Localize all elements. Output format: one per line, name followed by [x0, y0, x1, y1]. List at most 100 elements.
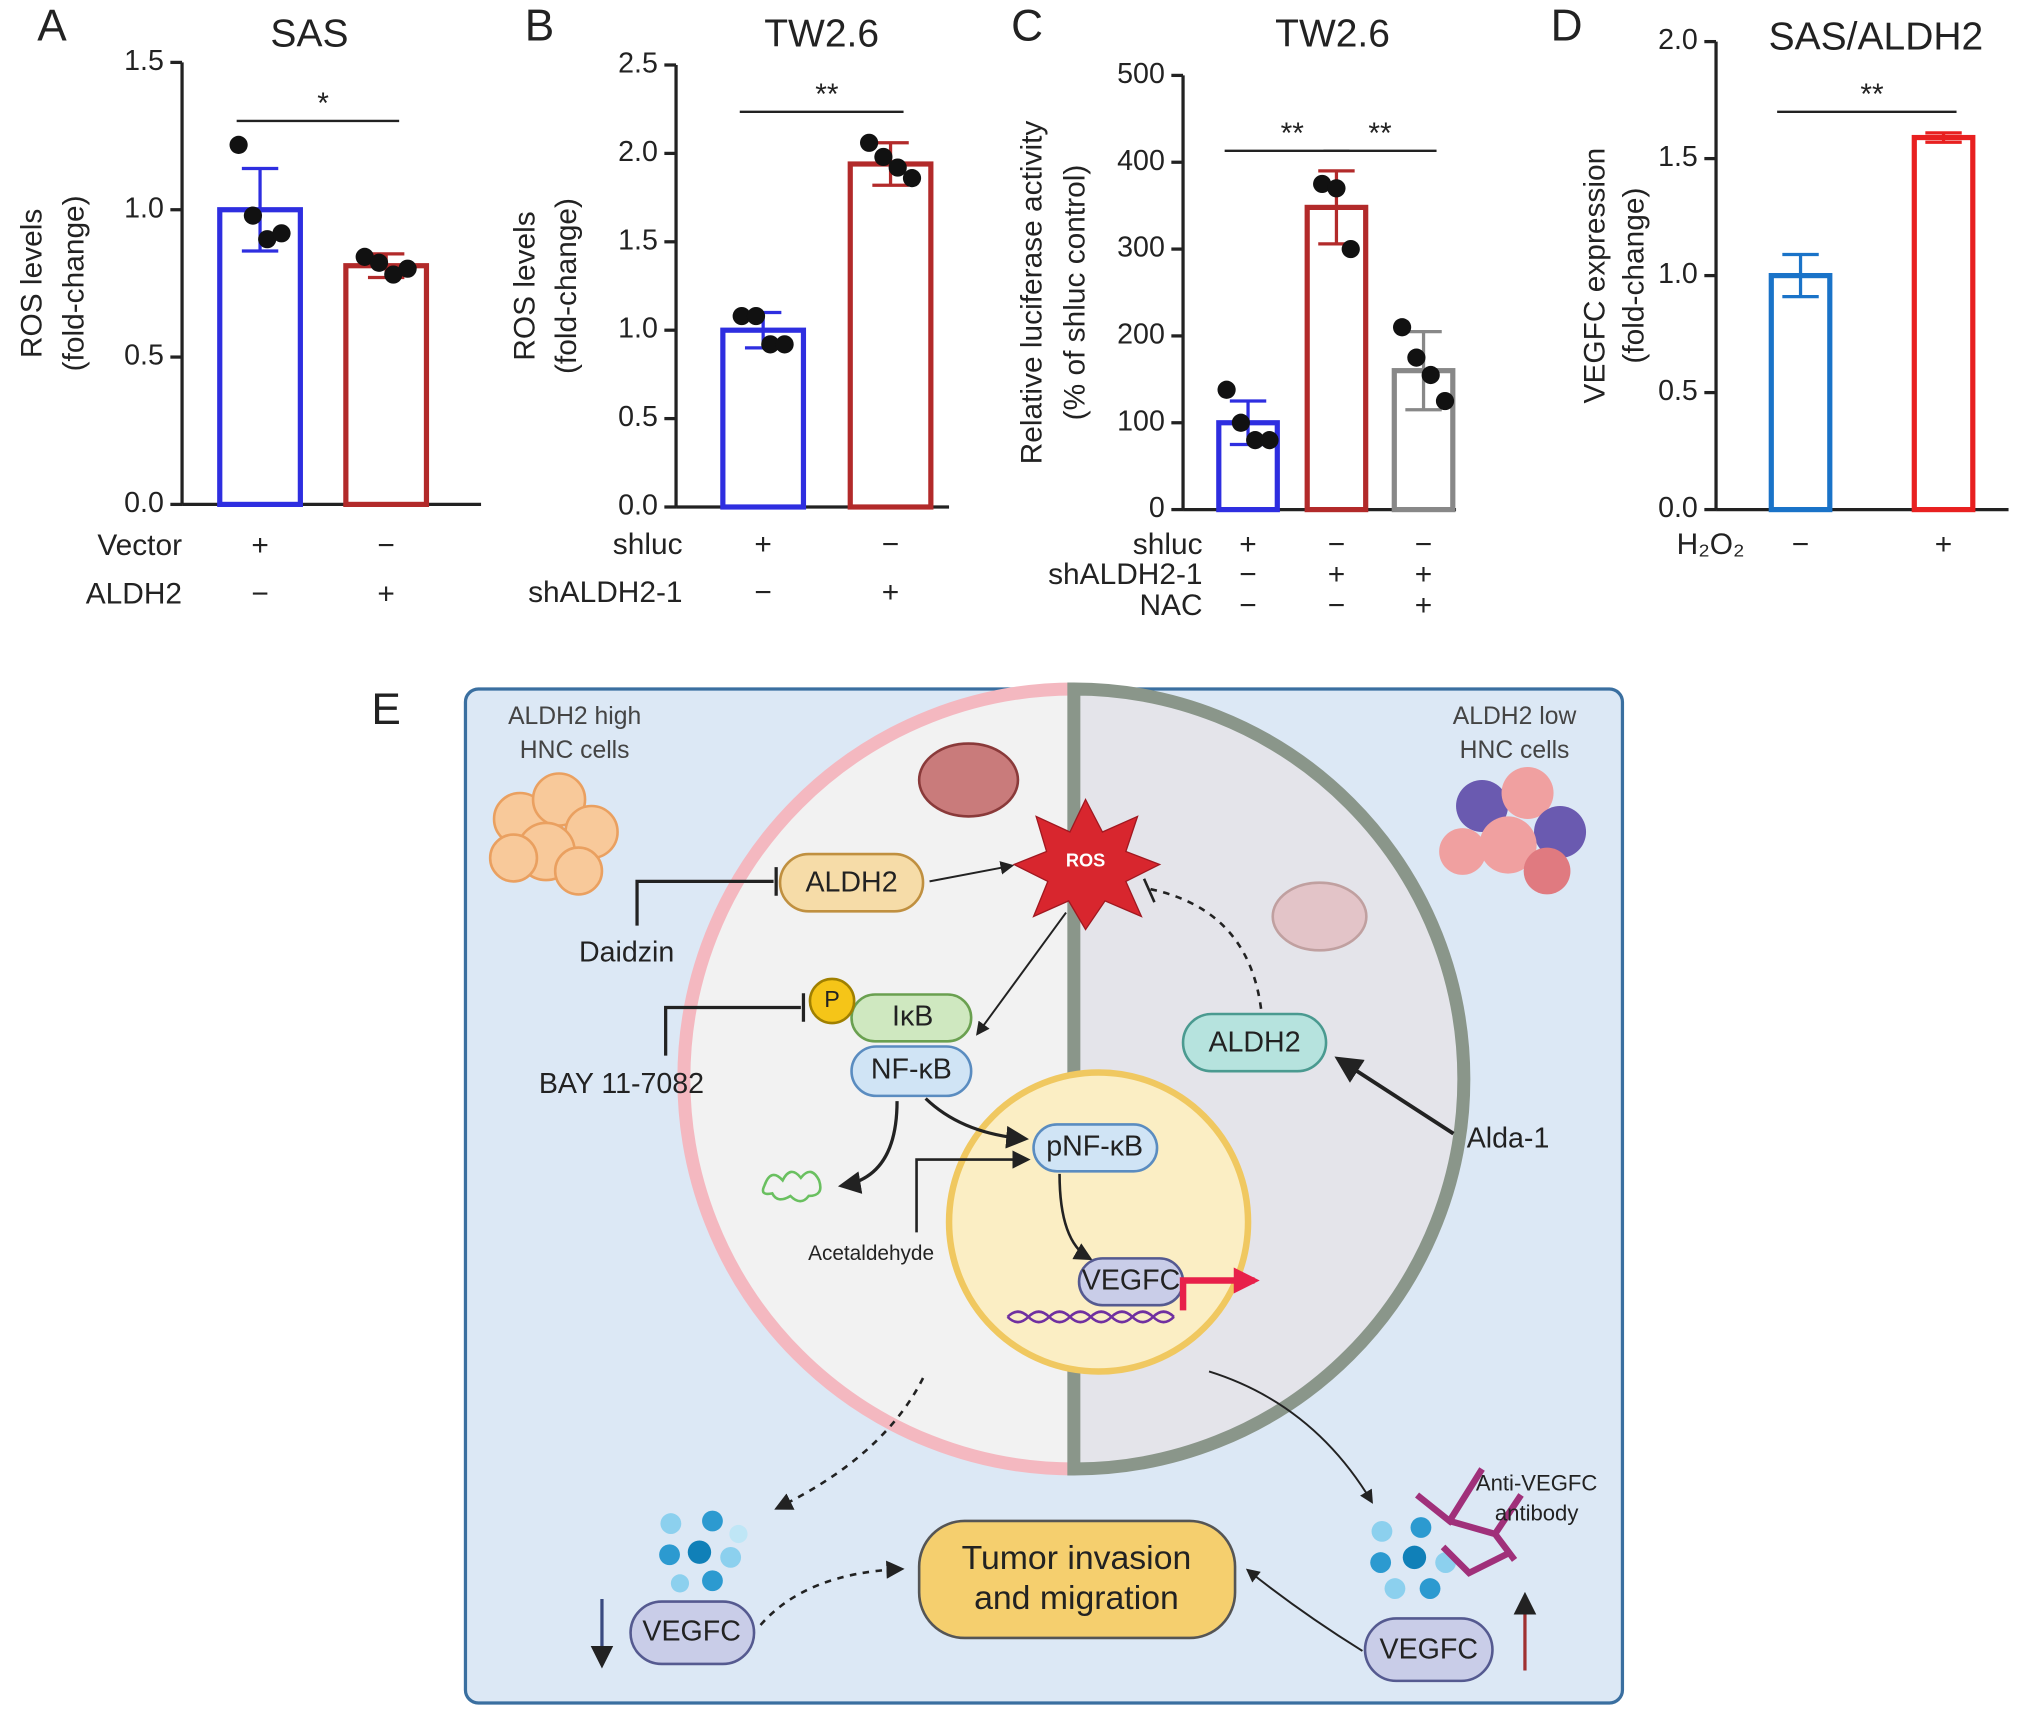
data-point	[1246, 431, 1265, 450]
y-tick-label: 0	[1149, 492, 1165, 524]
condition-mark: +	[882, 576, 899, 609]
panel-letter: C	[1011, 1, 1043, 50]
data-point	[258, 230, 277, 249]
data-point	[1421, 365, 1440, 385]
bar	[343, 263, 430, 507]
nucleus	[945, 1069, 1252, 1375]
data-point	[1260, 431, 1279, 450]
y-axis-label: (fold-change)	[1617, 188, 1650, 364]
node-label: P	[824, 986, 840, 1012]
y-tick-label: 0.0	[618, 490, 658, 522]
cell-label: HNC cells	[1460, 737, 1570, 764]
error-bar	[1925, 131, 1962, 144]
significance-label: **	[1281, 117, 1305, 150]
y-tick-label: 100	[1117, 405, 1165, 437]
node-label: ALDH2	[805, 867, 897, 899]
condition-mark: +	[251, 529, 268, 562]
data-point	[369, 253, 389, 272]
y-tick-label: 1.0	[124, 192, 164, 224]
y-tick-label: 1.5	[124, 45, 164, 77]
y-tick-label: 1.0	[1658, 258, 1698, 290]
condition-label: shALDH2-1	[528, 576, 682, 609]
data-point	[355, 247, 374, 266]
chart-title: SAS/ALDH2	[1769, 15, 1984, 58]
data-point	[384, 265, 403, 284]
node-label: VEGFC	[1380, 1634, 1478, 1666]
node-label: VEGFC	[1082, 1264, 1180, 1296]
vegfc-dots-right	[1370, 1517, 1457, 1599]
data-point	[1435, 391, 1455, 411]
y-tick-label: 200	[1117, 318, 1165, 350]
antibody-label: Anti-VEGFC	[1476, 1470, 1598, 1495]
condition-label: ALDH2	[86, 577, 182, 610]
data-point	[860, 133, 879, 152]
data-point	[902, 169, 922, 188]
y-tick-label: 0.0	[1658, 492, 1698, 524]
y-tick-label: 400	[1117, 145, 1165, 177]
data-point	[1217, 380, 1236, 399]
condition-label: shluc	[1133, 528, 1203, 561]
cell-label: ALDH2 low	[1453, 703, 1577, 730]
cell-label: ALDH2 high	[508, 703, 641, 730]
mitochondrion	[1271, 881, 1368, 952]
y-axis-label: (fold-change)	[550, 198, 583, 374]
condition-mark: −	[1415, 528, 1432, 561]
condition-mark: +	[754, 528, 771, 561]
condition-label: Vector	[97, 529, 182, 562]
condition-label: shALDH2-1	[1048, 558, 1202, 591]
outcome-label: Tumor invasion	[962, 1539, 1192, 1577]
condition-mark: −	[377, 529, 394, 562]
data-point	[272, 224, 291, 243]
y-tick-label: 500	[1117, 58, 1165, 90]
y-tick-label: 1.0	[618, 313, 658, 345]
y-tick-label: 300	[1117, 232, 1165, 264]
node-label: ALDH2	[1208, 1026, 1300, 1058]
ros-burst	[1012, 798, 1162, 931]
panel-letter: E	[371, 685, 400, 734]
significance-label: **	[815, 78, 839, 111]
condition-mark: +	[1415, 589, 1432, 622]
y-tick-label: 1.5	[618, 224, 658, 256]
node-label: pNF-κB	[1046, 1130, 1143, 1162]
chart-title: SAS	[270, 13, 348, 56]
condition-label: NAC	[1139, 589, 1202, 622]
node-label: NF-κB	[871, 1054, 952, 1086]
condition-mark: +	[1239, 528, 1256, 561]
activator-label: Alda-1	[1467, 1123, 1550, 1155]
membrane-left	[677, 682, 1074, 1476]
data-point	[243, 206, 263, 225]
node-label: Acetaldehyde	[808, 1242, 934, 1265]
data-point	[1341, 239, 1360, 259]
significance-label: *	[317, 87, 329, 120]
bar	[720, 327, 807, 510]
condition-mark: −	[1239, 589, 1256, 622]
bar	[847, 161, 934, 510]
data-point	[398, 259, 417, 278]
data-point	[775, 335, 794, 354]
condition-mark: −	[1239, 558, 1256, 591]
y-tick-label: 2.0	[618, 136, 658, 168]
chart-title: TW2.6	[764, 13, 879, 56]
y-tick-label: 0.5	[1658, 375, 1698, 407]
y-axis-label: Relative luciferase activity	[1015, 121, 1048, 465]
y-axis-label: (fold-change)	[57, 195, 90, 371]
chart-title: TW2.6	[1275, 13, 1390, 56]
condition-mark: −	[754, 576, 771, 609]
data-point	[1313, 174, 1332, 194]
condition-mark: −	[1328, 528, 1345, 561]
y-axis-label: ROS levels	[16, 209, 49, 358]
cell-cluster-high	[488, 772, 619, 896]
y-axis-label: VEGFC expression	[1578, 148, 1611, 404]
node-label: IκB	[892, 1000, 933, 1032]
y-tick-label: 2.0	[1658, 24, 1698, 56]
cell-cluster-low	[1439, 766, 1587, 895]
data-point	[1231, 413, 1250, 432]
data-point	[1392, 318, 1412, 337]
data-point	[888, 158, 907, 177]
condition-mark: −	[882, 528, 899, 561]
y-tick-label: 1.5	[1658, 141, 1698, 173]
data-point	[732, 306, 751, 326]
condition-mark: +	[1328, 558, 1345, 591]
data-point	[1327, 179, 1346, 198]
